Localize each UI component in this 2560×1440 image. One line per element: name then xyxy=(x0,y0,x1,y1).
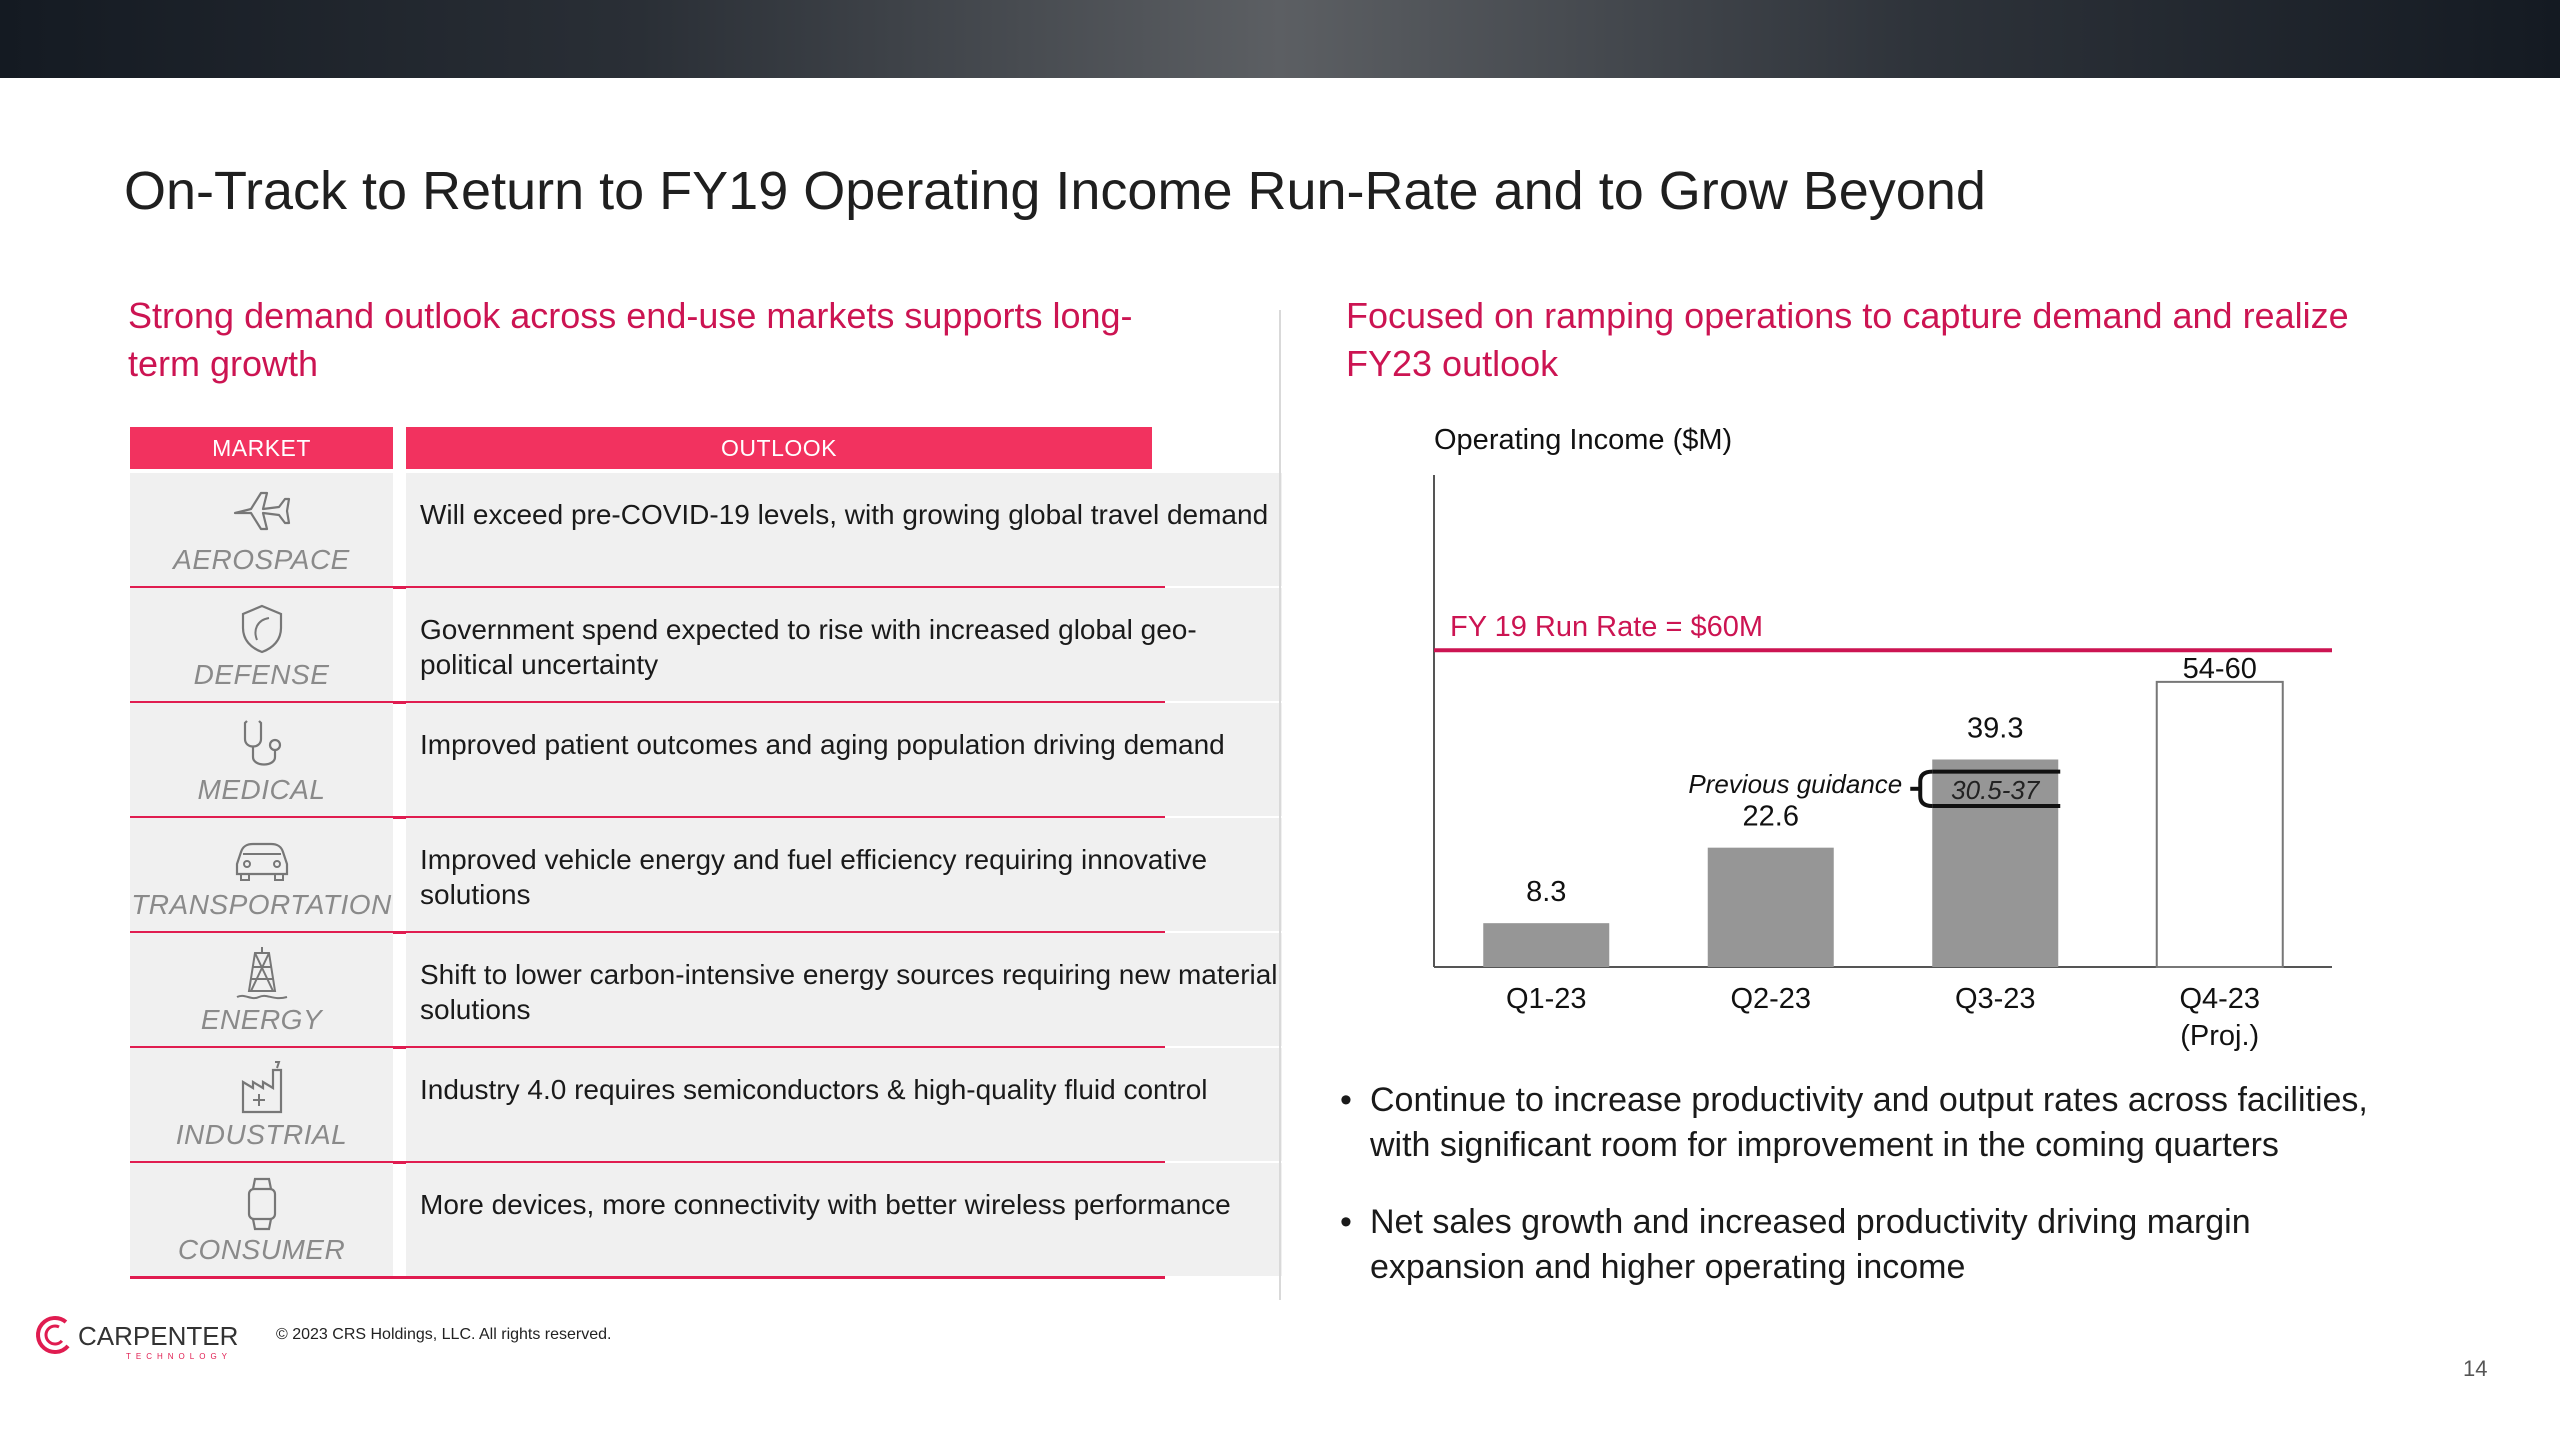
guidance-caption: Previous guidance xyxy=(1688,769,1902,799)
row-divider xyxy=(130,1276,1165,1279)
right-subheading-line: Focused on ramping operations to capture… xyxy=(1346,295,2349,336)
table-row: MEDICAL Improved patient outcomes and agi… xyxy=(130,703,1282,819)
market-label: DEFENSE xyxy=(193,659,330,690)
row-divider xyxy=(130,586,1165,589)
market-label: TRANSPORTATION xyxy=(131,889,392,920)
bar xyxy=(1483,923,1610,967)
market-cell: ENERGY xyxy=(130,933,393,1046)
outlook-cell: Industry 4.0 requires semiconductors & h… xyxy=(406,1048,1282,1161)
bar xyxy=(1707,847,1834,967)
column-divider xyxy=(1279,310,1281,1300)
outlook-text: Government spend expected to rise with i… xyxy=(420,614,1197,680)
carpenter-logo: CARPENTER TECHNOLOGY xyxy=(36,1316,238,1361)
outlook-text: Improved patient outcomes and aging popu… xyxy=(420,729,1225,760)
row-divider xyxy=(130,931,1165,934)
outlook-text: Shift to lower carbon-intensive energy s… xyxy=(420,959,1278,1025)
copyright: © 2023 CRS Holdings, LLC. All rights res… xyxy=(276,1326,612,1343)
car-icon xyxy=(235,842,289,881)
row-divider xyxy=(130,1161,1165,1164)
table-header-outlook: OUTLOOK xyxy=(406,427,1152,469)
airplane-icon xyxy=(233,491,291,531)
market-cell: TRANSPORTATION xyxy=(130,818,393,931)
market-label: AEROSPACE xyxy=(173,544,350,575)
table-row: INDUSTRIAL Industry 4.0 requires semicond… xyxy=(130,1048,1282,1164)
left-subheading-line: term growth xyxy=(128,343,319,384)
shield-icon xyxy=(241,604,283,654)
bullet-line: expansion and higher operating income xyxy=(1370,1248,1966,1286)
market-label: MEDICAL xyxy=(197,774,326,805)
logo-subtext: TECHNOLOGY xyxy=(126,1352,232,1361)
outlook-text: Improved vehicle energy and fuel efficie… xyxy=(420,844,1208,910)
bullet-line: with significant room for improvement in… xyxy=(1370,1126,2279,1164)
market-cell: AEROSPACE xyxy=(130,473,393,586)
outlook-cell: Government spend expected to rise with i… xyxy=(406,588,1282,701)
left-subheading-line: Strong demand outlook across end-use mar… xyxy=(128,295,1133,336)
table-row: CONSUMER More devices, more connectivity … xyxy=(130,1163,1282,1279)
market-cell: MEDICAL xyxy=(130,703,393,816)
outlook-cell: Shift to lower carbon-intensive energy s… xyxy=(406,933,1282,1046)
factory-icon xyxy=(241,1061,283,1114)
page-number: 14 xyxy=(2463,1356,2488,1381)
table-row: DEFENSE Government spend expected to rise… xyxy=(130,588,1282,704)
row-divider xyxy=(130,1046,1165,1049)
page-title: On-Track to Return to FY19 Operating Inc… xyxy=(124,161,1986,221)
table-header-market: MARKET xyxy=(130,427,393,469)
table-row: ENERGY Shift to lower carbon-intensive en… xyxy=(130,933,1282,1049)
left-subheading: Strong demand outlook across end-use mar… xyxy=(128,292,1133,388)
x-tick-label: Q4-23 xyxy=(2179,983,2260,1015)
data-label: 39.3 xyxy=(1967,712,2023,744)
logo-text: CARPENTER xyxy=(78,1321,238,1351)
right-subheading: Focused on ramping operations to capture… xyxy=(1346,292,2349,388)
outlook-text: Will exceed pre-COVID-19 levels, with gr… xyxy=(420,499,1269,530)
outlook-cell: Will exceed pre-COVID-19 levels, with gr… xyxy=(406,473,1282,586)
right-subheading-line: FY23 outlook xyxy=(1346,343,1559,384)
x-tick-label: Q1-23 xyxy=(1506,983,1587,1015)
outlook-text: Industry 4.0 requires semiconductors & h… xyxy=(420,1074,1208,1105)
chart-title: Operating Income ($M) xyxy=(1434,424,1733,456)
outlook-text: More devices, more connectivity with bet… xyxy=(420,1189,1231,1220)
bullet-dot: • xyxy=(1340,1203,1352,1241)
reference-line-label: FY 19 Run Rate = $60M xyxy=(1450,611,1763,643)
outlook-cell: Improved patient outcomes and aging popu… xyxy=(406,703,1282,816)
x-tick-label: Q2-23 xyxy=(1730,983,1811,1015)
smartwatch-icon xyxy=(247,1177,277,1231)
top-banner xyxy=(0,0,2560,78)
row-divider xyxy=(130,701,1165,704)
row-divider xyxy=(130,816,1165,819)
data-label: 8.3 xyxy=(1526,876,1566,908)
table-row: AEROSPACE Will exceed pre-COVID-19 levels… xyxy=(130,473,1282,589)
guidance-bracket xyxy=(1918,769,1933,808)
table-row: TRANSPORTATION Improved vehicle energy an… xyxy=(130,818,1282,934)
market-label: INDUSTRIAL xyxy=(175,1119,348,1150)
market-label: ENERGY xyxy=(200,1004,323,1035)
bullet-line: Continue to increase productivity and ou… xyxy=(1370,1081,2368,1119)
market-cell: DEFENSE xyxy=(130,588,393,701)
stethoscope-icon xyxy=(243,720,282,766)
market-cell: CONSUMER xyxy=(130,1163,393,1276)
market-label: CONSUMER xyxy=(177,1234,346,1265)
bullet-line: Net sales growth and increased productiv… xyxy=(1370,1203,2251,1241)
data-label: 22.6 xyxy=(1743,801,1799,833)
market-cell: INDUSTRIAL xyxy=(130,1048,393,1161)
outlook-cell: More devices, more connectivity with bet… xyxy=(406,1163,1282,1276)
outlook-cell: Improved vehicle energy and fuel efficie… xyxy=(406,818,1282,931)
projected-bar xyxy=(2155,680,2284,968)
guidance-range-label: 30.5-37 xyxy=(1951,775,2041,805)
bar xyxy=(1932,759,2059,967)
oil-rig-icon xyxy=(236,947,288,1000)
x-tick-sublabel: (Proj.) xyxy=(2180,1020,2259,1052)
bullet-dot: • xyxy=(1340,1081,1352,1119)
x-tick-label: Q3-23 xyxy=(1955,983,2036,1015)
data-label: 54-60 xyxy=(2183,653,2257,685)
